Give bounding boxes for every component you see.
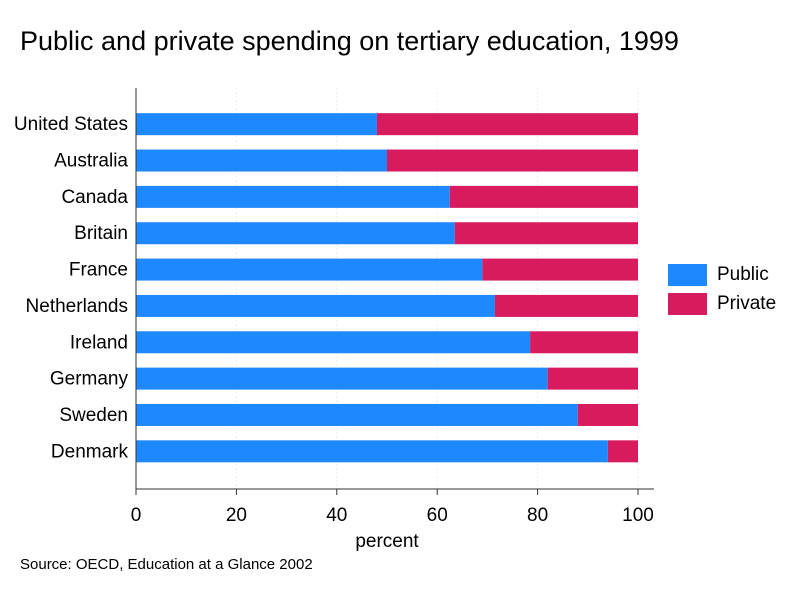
- bar-public-australia: [136, 149, 387, 172]
- y-tick-label: Denmark: [51, 441, 129, 462]
- legend-swatch-private: [668, 293, 707, 315]
- bar-private-denmark: [607, 440, 638, 463]
- y-tick-label: Sweden: [59, 405, 128, 426]
- x-tick-label: 40: [326, 505, 347, 526]
- legend-item-private: Private: [668, 292, 776, 316]
- bar-private-netherlands: [494, 294, 638, 317]
- legend-swatch-public: [668, 264, 707, 286]
- bar-public-denmark: [136, 440, 608, 463]
- x-axis-title: percent: [355, 531, 419, 552]
- x-tick-label: 20: [226, 505, 247, 526]
- legend: Public Private: [668, 263, 776, 321]
- bar-public-united-states: [136, 113, 377, 136]
- x-tick-label: 80: [527, 505, 548, 526]
- legend-label-public: Public: [717, 264, 769, 285]
- y-tick-label: Ireland: [70, 332, 128, 353]
- bar-public-britain: [136, 222, 455, 245]
- y-tick-label: Germany: [50, 369, 129, 390]
- bar-private-ireland: [530, 331, 638, 354]
- bar-private-australia: [387, 149, 638, 172]
- y-tick-label: Australia: [54, 151, 128, 172]
- bar-private-canada: [449, 185, 638, 208]
- bar-public-netherlands: [136, 294, 495, 317]
- y-tick-label: Britain: [74, 223, 128, 244]
- legend-item-public: Public: [668, 263, 776, 287]
- bar-private-sweden: [577, 403, 638, 426]
- x-tick-label: 60: [427, 505, 448, 526]
- bar-public-sweden: [136, 403, 578, 426]
- bar-public-ireland: [136, 331, 531, 354]
- x-tick-label: 100: [622, 505, 654, 526]
- y-tick-label: United States: [14, 114, 128, 135]
- bar-public-germany: [136, 367, 548, 390]
- chart-title: Public and private spending on tertiary …: [20, 26, 679, 56]
- bar-private-germany: [547, 367, 638, 390]
- y-tick-label: France: [69, 260, 128, 281]
- bar-private-united-states: [376, 113, 638, 136]
- bar-private-france: [482, 258, 638, 281]
- y-tick-label: Netherlands: [26, 296, 128, 317]
- x-tick-label: 0: [131, 505, 142, 526]
- bar-public-france: [136, 258, 483, 281]
- legend-label-private: Private: [717, 293, 777, 314]
- y-tick-label: Canada: [61, 187, 128, 208]
- bar-public-canada: [136, 185, 450, 208]
- bar-private-britain: [454, 222, 638, 245]
- source-note: Source: OECD, Education at a Glance 2002: [20, 556, 313, 573]
